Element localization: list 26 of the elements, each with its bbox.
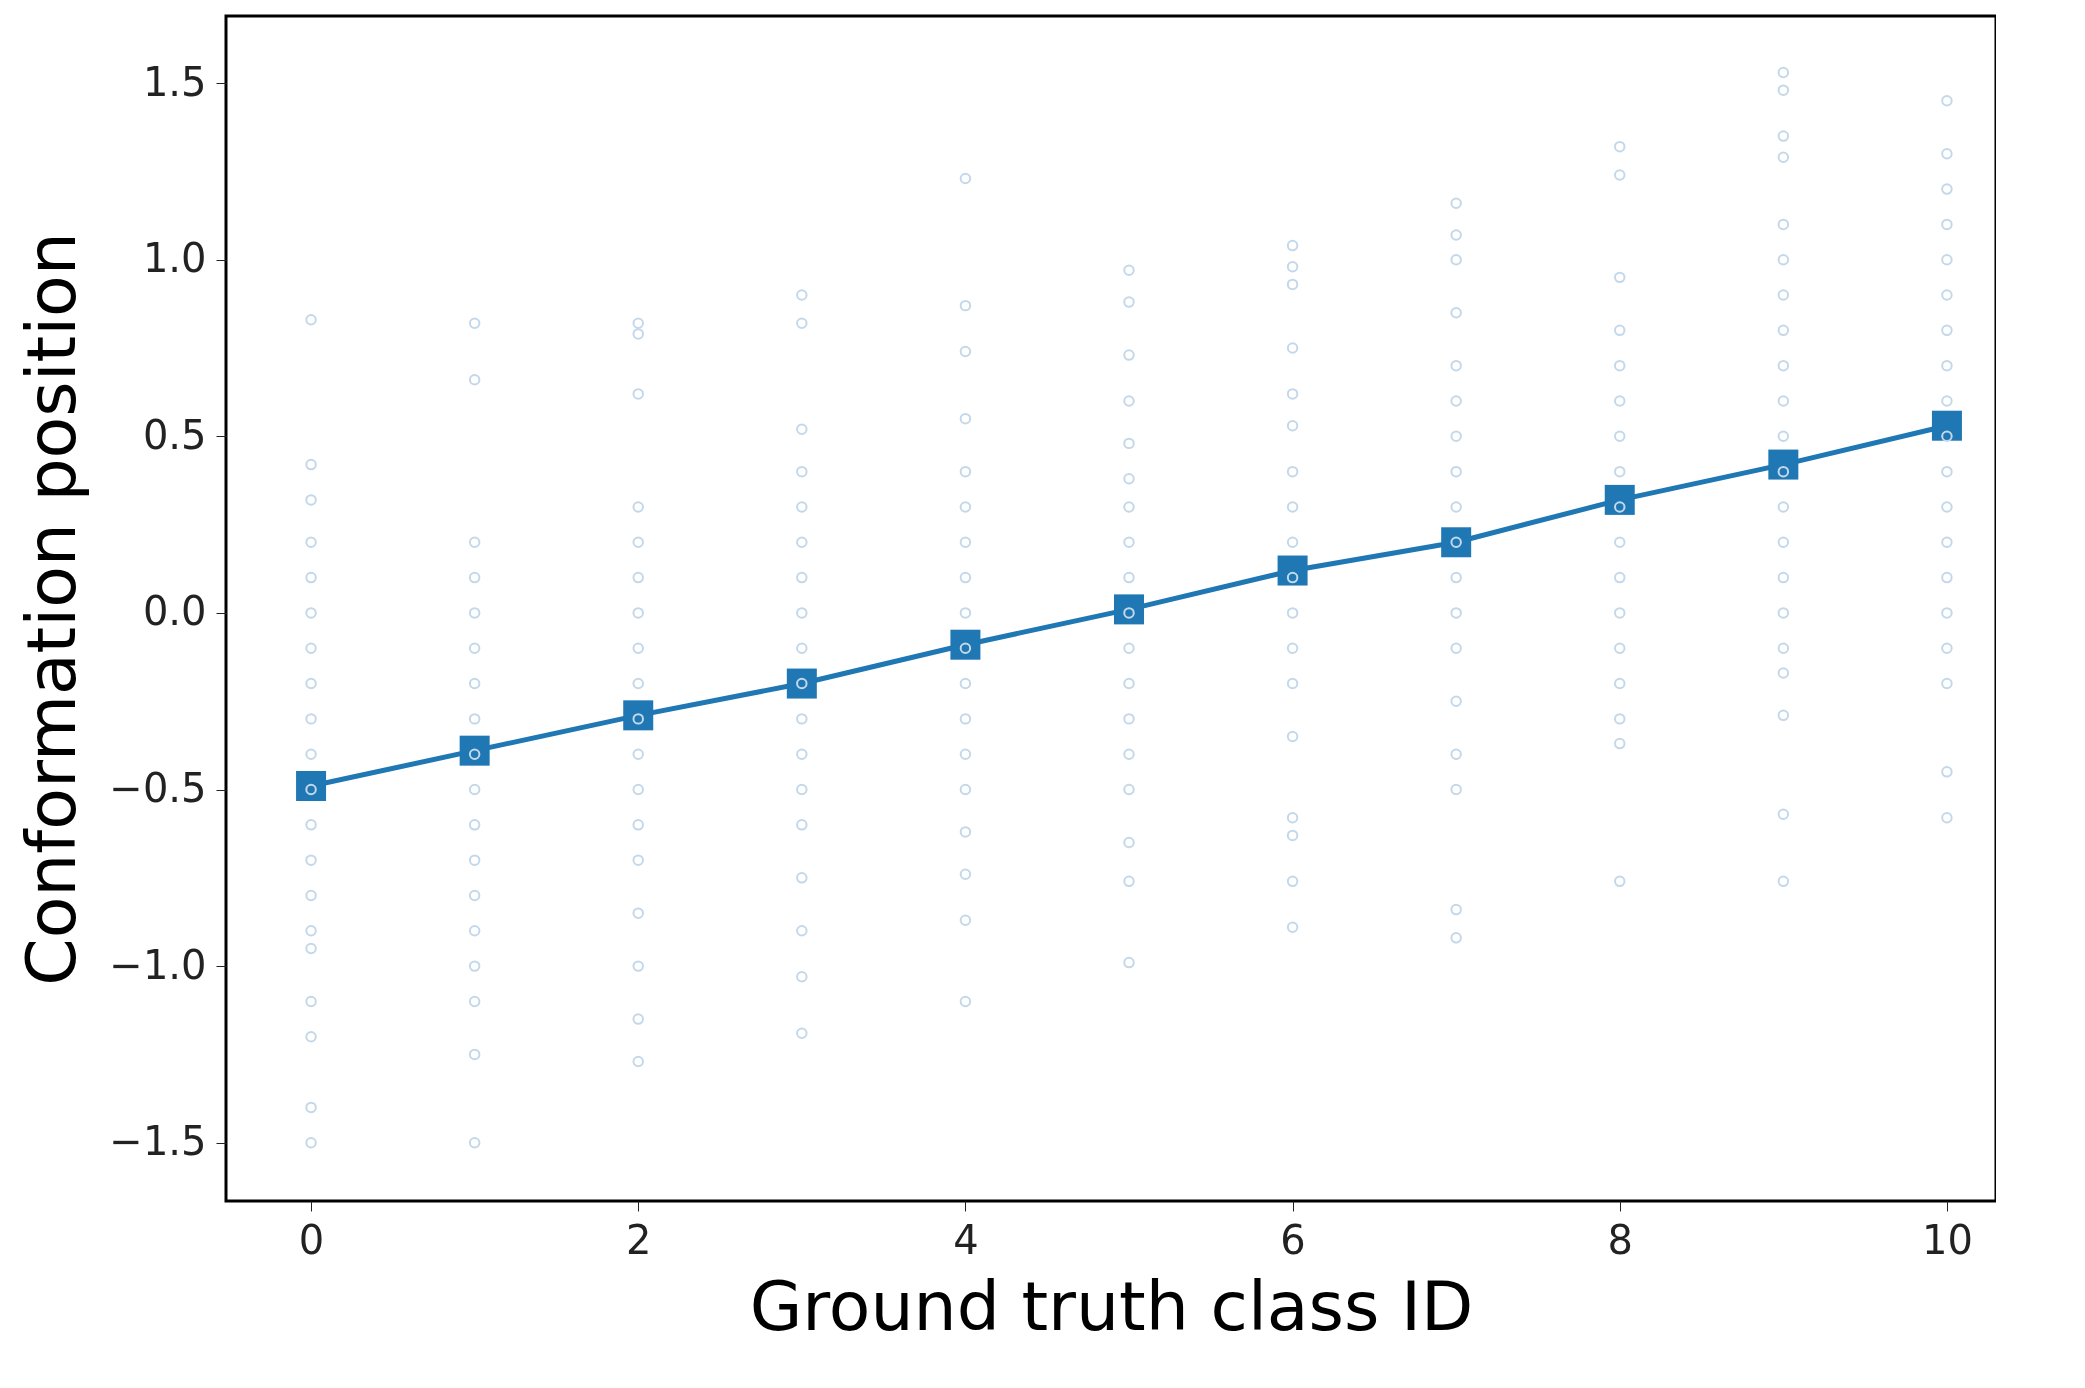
y-tick-label: 1.5 <box>142 58 207 105</box>
point <box>950 629 981 660</box>
x-tick-label: 2 <box>626 1216 652 1263</box>
point <box>1931 410 1962 441</box>
point <box>459 735 490 766</box>
y-tick-label: −1.0 <box>109 941 207 988</box>
y-axis-title: Conformation position <box>12 232 92 986</box>
point <box>1113 594 1144 625</box>
x-tick-label: 4 <box>953 1216 979 1263</box>
point <box>786 668 817 699</box>
x-tick-label: 8 <box>1607 1216 1633 1263</box>
x-tick-label: 10 <box>1921 1216 1973 1263</box>
x-tick-label: 6 <box>1280 1216 1306 1263</box>
point <box>623 700 654 731</box>
y-tick-label: −1.5 <box>109 1118 207 1165</box>
y-tick-label: 0.0 <box>142 588 207 635</box>
y-tick-label: 0.5 <box>142 411 207 458</box>
x-axis-title: Ground truth class ID <box>749 1266 1474 1346</box>
y-tick-label: −0.5 <box>109 765 207 812</box>
x-tick-label: 0 <box>298 1216 325 1263</box>
y-tick-label: 1.0 <box>142 235 207 282</box>
point <box>1277 555 1308 586</box>
point <box>1604 484 1635 515</box>
point <box>1768 449 1799 480</box>
point <box>296 770 327 801</box>
point <box>1441 527 1472 558</box>
